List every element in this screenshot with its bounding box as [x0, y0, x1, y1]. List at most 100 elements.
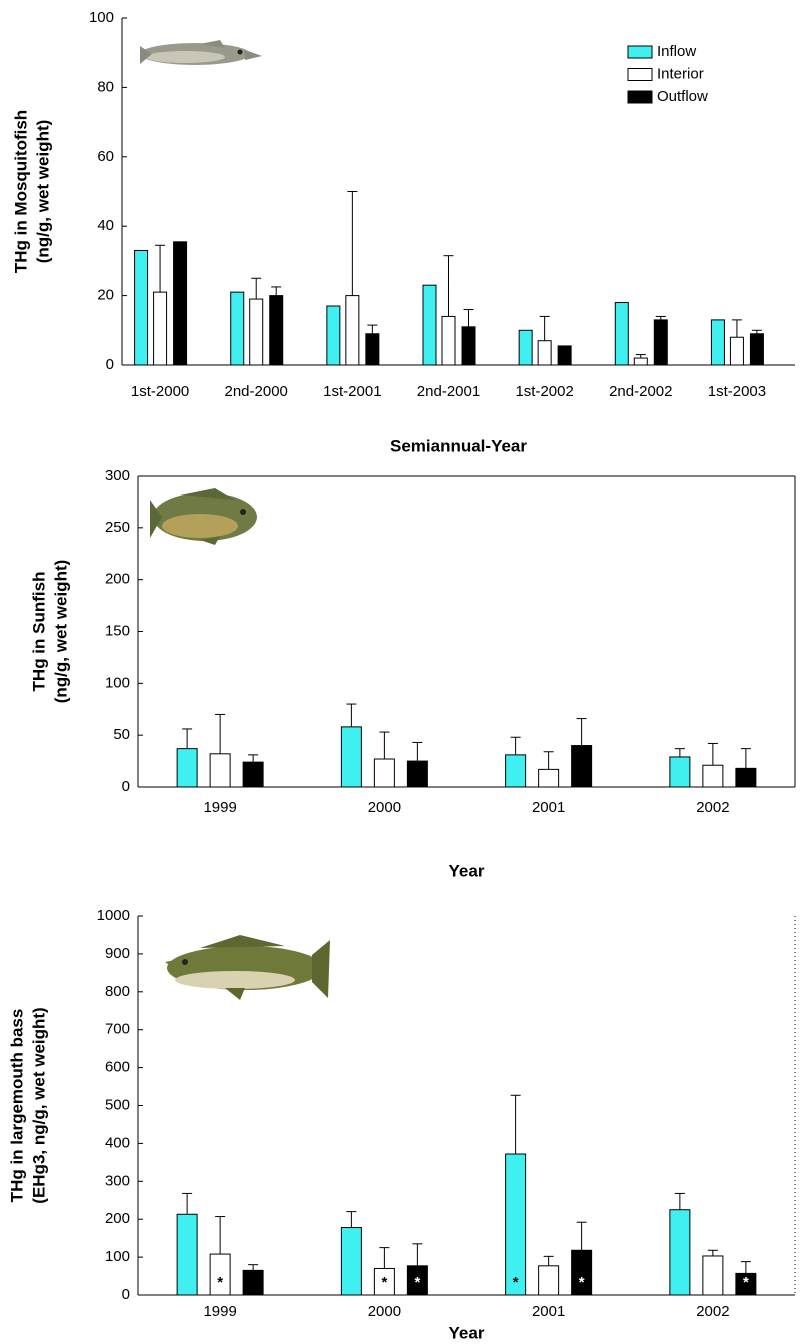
x-tick-label: 1st-2002	[515, 383, 573, 400]
legend-label: Outflow	[657, 88, 708, 105]
x-tick-label: 2nd-2002	[609, 383, 672, 400]
bar	[231, 292, 244, 365]
y-tick-label: 40	[97, 217, 114, 234]
bar	[539, 1266, 559, 1295]
y-tick-label: 300	[105, 467, 130, 484]
legend-label: Interior	[657, 65, 704, 82]
figure: 020406080100THg in Mosquitofish(ng/g, we…	[0, 0, 801, 1344]
bar	[736, 768, 756, 787]
y-tick-label: 0	[106, 356, 114, 373]
bar	[670, 1210, 690, 1295]
y-tick-label: 1000	[97, 907, 130, 924]
y-axis-title: THg in Sunfish	[29, 572, 48, 692]
y-tick-label: 100	[105, 674, 130, 691]
bar	[442, 316, 455, 365]
bar	[341, 727, 361, 787]
y-tick-label: 300	[105, 1172, 130, 1189]
x-tick-label: 2000	[368, 1303, 401, 1320]
bar	[539, 769, 559, 787]
y-tick-label: 0	[122, 1286, 130, 1303]
bar	[703, 765, 723, 787]
bar	[423, 285, 436, 365]
sunfish-icon	[150, 488, 257, 545]
bar	[210, 754, 230, 787]
bar	[654, 320, 667, 365]
legend-swatch	[628, 69, 652, 81]
bar	[750, 334, 763, 365]
x-axis-title: Year	[449, 861, 485, 880]
x-axis-title: Semiannual-Year	[390, 436, 527, 455]
x-tick-label: 1st-2003	[708, 383, 766, 400]
y-axis-title: (ng/g, wet weight)	[51, 560, 70, 704]
bar	[615, 303, 628, 365]
y-axis-title: (ng/g, wet weight)	[33, 120, 52, 264]
significance-mark: *	[414, 1274, 420, 1291]
bar	[243, 1270, 263, 1295]
bar	[366, 334, 379, 365]
legend-swatch	[628, 91, 652, 103]
y-tick-label: 0	[122, 778, 130, 795]
legend-label: Inflow	[657, 43, 696, 60]
bar	[174, 242, 187, 365]
bar	[670, 757, 690, 787]
y-tick-label: 200	[105, 1210, 130, 1227]
y-tick-label: 800	[105, 983, 130, 1000]
bar	[711, 320, 724, 365]
significance-mark: *	[513, 1274, 519, 1291]
x-tick-label: 2nd-2000	[225, 383, 288, 400]
y-tick-label: 150	[105, 622, 130, 639]
y-tick-label: 200	[105, 571, 130, 588]
y-tick-label: 400	[105, 1134, 130, 1151]
significance-mark: *	[743, 1274, 749, 1291]
y-axis-title: THg in largemouth bass	[7, 1009, 26, 1203]
bar	[407, 761, 427, 787]
bar	[270, 296, 283, 365]
x-tick-label: 1st-2000	[131, 383, 189, 400]
bar	[538, 341, 551, 365]
bar	[374, 759, 394, 787]
y-tick-label: 60	[97, 148, 114, 165]
y-tick-label: 100	[105, 1248, 130, 1265]
significance-mark: *	[579, 1274, 585, 1291]
bar	[177, 1214, 197, 1295]
bar	[177, 749, 197, 787]
y-tick-label: 100	[89, 9, 114, 26]
bar	[250, 299, 263, 365]
bar	[327, 306, 340, 365]
legend-swatch	[628, 46, 652, 58]
bar	[341, 1228, 361, 1295]
x-tick-label: 1st-2001	[323, 383, 381, 400]
significance-mark: *	[217, 1274, 223, 1291]
y-tick-label: 80	[97, 78, 114, 95]
mosquitofish-icon	[140, 40, 262, 65]
y-tick-label: 500	[105, 1096, 130, 1113]
y-axis-title: (EHg3, ng/g, wet weight)	[29, 1007, 48, 1203]
x-tick-label: 2001	[532, 1303, 565, 1320]
x-tick-label: 2000	[368, 799, 401, 816]
x-tick-label: 1999	[203, 799, 236, 816]
x-tick-label: 2002	[696, 1303, 729, 1320]
y-tick-label: 50	[113, 726, 130, 743]
bar	[558, 346, 571, 365]
x-tick-label: 2001	[532, 799, 565, 816]
x-tick-label: 1999	[203, 1303, 236, 1320]
bar	[154, 292, 167, 365]
x-tick-label: 2002	[696, 799, 729, 816]
bar	[703, 1256, 723, 1295]
x-axis-title: Year	[449, 1323, 485, 1342]
y-tick-label: 600	[105, 1059, 130, 1076]
page: {"chart_data": [ {"type": "bar", "xlabel…	[0, 0, 801, 1344]
bar	[730, 337, 743, 365]
x-tick-label: 2nd-2001	[417, 383, 480, 400]
y-tick-label: 900	[105, 945, 130, 962]
significance-mark: *	[381, 1274, 387, 1291]
bar	[462, 327, 475, 365]
y-tick-label: 700	[105, 1021, 130, 1038]
y-tick-label: 20	[97, 287, 114, 304]
bar	[572, 746, 592, 787]
y-tick-label: 250	[105, 519, 130, 536]
bar	[243, 762, 263, 787]
bar	[135, 250, 148, 365]
bar	[506, 755, 526, 787]
bar	[519, 330, 532, 365]
